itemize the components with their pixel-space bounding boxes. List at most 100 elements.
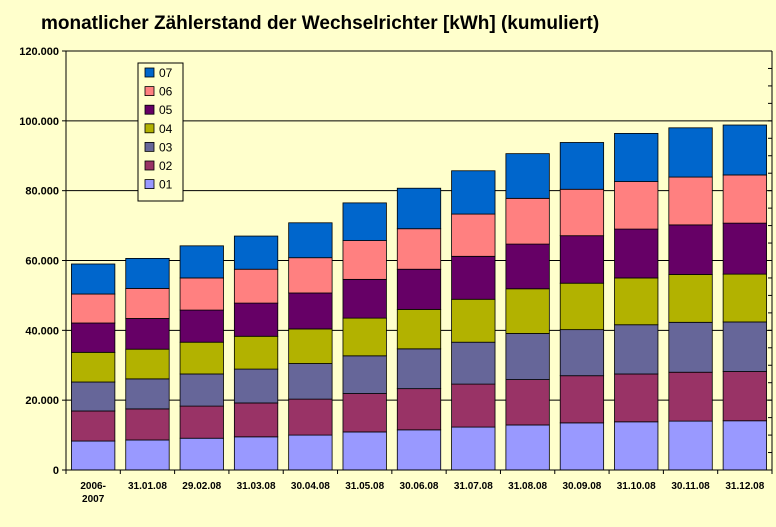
bar-segment-02: [559, 375, 605, 424]
bar-segment-07: [71, 263, 116, 295]
bar-segment-05: [722, 222, 767, 275]
bar-segment-01: [179, 437, 224, 471]
bar-segment-05: [559, 235, 605, 284]
bar-stack: [614, 132, 659, 471]
bar-segment-04: [614, 277, 659, 326]
bar-segment-04: [179, 341, 224, 375]
bar-segment-03: [179, 373, 224, 407]
bar-segment-02: [71, 410, 116, 442]
bar-segment-02: [668, 371, 713, 422]
bar-segment-04: [342, 317, 387, 357]
bar-segment-07: [233, 235, 279, 270]
bar-segment-02: [505, 379, 550, 426]
legend-label-01: 01: [159, 178, 173, 192]
bar-segment-02: [288, 398, 333, 436]
bar-segment-03: [668, 321, 713, 373]
y-tick-label: 20.000: [25, 395, 59, 407]
bar-segment-05: [233, 302, 279, 337]
legend: 07 06 05 04 03 02 01: [137, 62, 184, 202]
bar-segment-07: [668, 127, 713, 178]
bar-segment-06: [559, 188, 605, 237]
bar-segment-02: [342, 393, 387, 433]
y-tick-label: 40.000: [25, 325, 59, 337]
bar-stack: [451, 170, 496, 471]
legend-swatch-02: [144, 160, 155, 171]
bar-segment-07: [288, 222, 333, 259]
bar-segment-02: [451, 383, 496, 428]
bar-segment-06: [451, 213, 496, 257]
y-tick-label: 0: [53, 465, 59, 477]
bar-segment-04: [396, 308, 442, 350]
x-tick-label: 30.11.08: [671, 481, 710, 492]
bar-segment-04: [668, 274, 713, 323]
bar-stack: [288, 222, 333, 471]
bar-segment-02: [722, 371, 767, 422]
x-tick-labels: 2006- 2007 31.01.08 29.02.08 31.03.08 30.04.0…: [80, 481, 764, 505]
bar-segment-04: [722, 273, 767, 323]
bar-segment-03: [288, 363, 333, 400]
bar-segment-07: [125, 257, 170, 289]
bar-stack: [342, 202, 387, 471]
bar-segment-07: [179, 245, 224, 279]
bar-segment-02: [614, 373, 659, 423]
bar-segment-01: [668, 420, 713, 471]
bar-segment-04: [559, 282, 605, 331]
x-tick-label: 31.10.08: [617, 481, 656, 492]
bar-stack: [668, 127, 713, 471]
x-tick-label: 2006-: [80, 481, 106, 492]
bars: [71, 124, 767, 471]
bar-segment-03: [396, 348, 442, 390]
bar-segment-02: [125, 408, 170, 441]
bar-segment-03: [559, 329, 605, 377]
bar-segment-01: [451, 426, 496, 471]
x-tick-label: 31.07.08: [454, 481, 493, 492]
bar-segment-06: [722, 174, 767, 224]
bar-segment-06: [614, 181, 659, 230]
chart-title: monatlicher Zählerstand der Wechselricht…: [41, 13, 599, 34]
bar-segment-01: [722, 420, 767, 471]
bar-stack: [233, 235, 279, 471]
bar-segment-02: [179, 405, 224, 439]
legend-label-02: 02: [159, 159, 173, 173]
bar-segment-07: [342, 202, 387, 241]
bar-segment-04: [451, 298, 496, 343]
bar-segment-05: [179, 309, 224, 343]
y-tick-labels: 0 20.000 40.000 60.000 80.000 100.000 120.000: [19, 46, 59, 477]
bar-segment-05: [342, 278, 387, 319]
bar-segment-01: [505, 424, 550, 471]
bar-stack: [179, 245, 224, 471]
bar-segment-01: [71, 440, 116, 471]
x-tick-label: 30.09.08: [562, 481, 601, 492]
bar-segment-06: [668, 176, 713, 226]
bar-segment-03: [614, 324, 659, 375]
bar-segment-07: [559, 142, 605, 190]
bar-segment-02: [396, 388, 442, 431]
bar-segment-07: [722, 124, 767, 176]
legend-label-05: 05: [159, 103, 173, 117]
bar-segment-04: [125, 348, 170, 380]
bar-segment-01: [396, 429, 442, 471]
y-tick-label: 80.000: [25, 186, 59, 198]
bar-segment-06: [125, 288, 170, 319]
bar-stack: [559, 142, 605, 471]
bar-segment-02: [233, 402, 279, 438]
legend-label-04: 04: [159, 122, 173, 136]
bar-segment-07: [614, 132, 659, 182]
axes: [62, 50, 773, 474]
bar-segment-05: [668, 224, 713, 275]
legend-swatch-03: [144, 141, 155, 152]
bar-segment-05: [451, 255, 496, 300]
bar-segment-03: [71, 381, 116, 412]
bar-segment-05: [614, 228, 659, 279]
bar-segment-06: [71, 293, 116, 324]
bar-segment-01: [125, 439, 170, 471]
bar-segment-06: [396, 228, 442, 270]
bar-segment-05: [396, 268, 442, 310]
x-tick-label: 31.01.08: [128, 481, 167, 492]
bar-segment-03: [233, 368, 279, 404]
bar-segment-06: [179, 277, 224, 311]
bar-stack: [71, 263, 116, 471]
bar-segment-01: [559, 422, 605, 471]
legend-swatch-07: [144, 67, 155, 78]
